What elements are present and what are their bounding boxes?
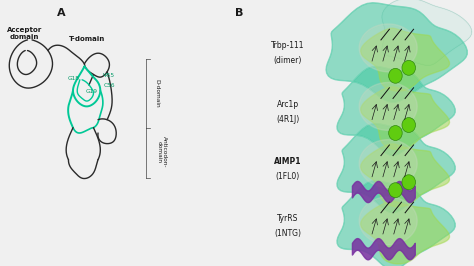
Text: G19: G19 <box>85 89 98 94</box>
Circle shape <box>402 60 416 75</box>
Polygon shape <box>326 3 467 102</box>
Polygon shape <box>337 124 455 213</box>
Polygon shape <box>361 144 449 207</box>
Circle shape <box>389 183 402 198</box>
Text: Anticodon-
domain: Anticodon- domain <box>156 136 167 167</box>
Polygon shape <box>337 181 455 266</box>
Circle shape <box>389 126 402 140</box>
Polygon shape <box>359 82 417 130</box>
Text: TyrRS: TyrRS <box>277 214 299 223</box>
Circle shape <box>402 175 416 190</box>
Text: Ψ55: Ψ55 <box>102 73 115 78</box>
Polygon shape <box>361 28 449 91</box>
Text: G18: G18 <box>68 76 80 81</box>
Text: (dimer): (dimer) <box>273 56 302 65</box>
Polygon shape <box>337 66 455 156</box>
Text: C56: C56 <box>104 83 115 88</box>
Text: Trbp-111: Trbp-111 <box>271 41 305 50</box>
Text: A: A <box>57 8 66 18</box>
Text: B: B <box>235 8 244 18</box>
Text: (4R1J): (4R1J) <box>276 115 300 124</box>
Circle shape <box>389 68 402 83</box>
Text: Arc1p: Arc1p <box>277 100 299 109</box>
Polygon shape <box>359 197 417 245</box>
Text: T-domain: T-domain <box>69 36 105 41</box>
Polygon shape <box>361 87 449 149</box>
Text: (1FL0): (1FL0) <box>276 172 300 181</box>
Polygon shape <box>382 0 472 65</box>
Text: Acceptor
domain: Acceptor domain <box>7 27 42 40</box>
Polygon shape <box>359 24 417 72</box>
Polygon shape <box>361 201 449 264</box>
Polygon shape <box>359 140 417 188</box>
Text: AIMP1: AIMP1 <box>274 157 301 166</box>
Text: (1NTG): (1NTG) <box>274 229 301 238</box>
Text: D-domain: D-domain <box>155 79 160 107</box>
Circle shape <box>402 118 416 132</box>
